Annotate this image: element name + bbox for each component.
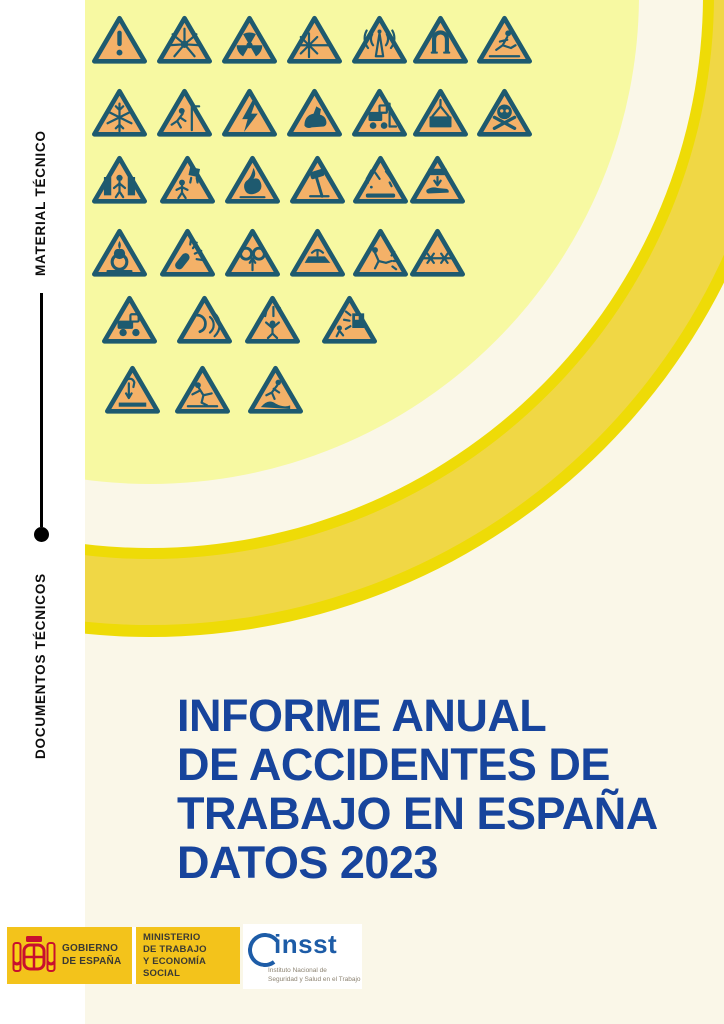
hazard-industrial-vehicle-icon	[102, 295, 157, 345]
hazard-crush-between-objects-icon	[92, 155, 147, 205]
gobierno-de-espana-logo: GOBIERNO DE ESPAÑA	[7, 927, 132, 984]
title-line-2: DE ACCIDENTES DE	[177, 739, 610, 790]
hazard-hot-work-sparks-icon	[353, 228, 408, 278]
hazard-magnetic-field-icon	[413, 15, 468, 65]
hazard-pressure-burst-icon	[160, 228, 215, 278]
sidebar-divider-line	[40, 293, 43, 527]
hazard-blasting-icon	[322, 295, 377, 345]
hazard-hand-entanglement-icon	[225, 228, 280, 278]
hazard-explosive-material-icon	[157, 15, 212, 65]
insst-acronym: insst	[274, 929, 338, 959]
hazard-barbed-wire-icon	[410, 228, 465, 278]
hazard-toxic-material-icon	[477, 88, 532, 138]
gobierno-label: GOBIERNO DE ESPAÑA	[62, 943, 122, 967]
hazard-non-ionizing-radiation-icon	[352, 15, 407, 65]
title-line-3: TRABAJO EN ESPAÑA	[177, 788, 658, 839]
hazard-falling-load-icon	[105, 365, 160, 415]
hazard-guard-dog-icon	[287, 88, 342, 138]
hazard-hand-crush-press-icon	[410, 155, 465, 205]
hazard-slippery-surface-icon	[175, 365, 230, 415]
hazard-cutting-hazard-icon	[290, 228, 345, 278]
hazard-low-temperature-icon	[92, 88, 147, 138]
hazard-corrosive-material-icon	[353, 155, 408, 205]
hazard-electrical-hazard-icon	[222, 88, 277, 138]
hazard-trip-hazard-icon	[477, 15, 532, 65]
hazard-drowning-hazard-icon	[248, 365, 303, 415]
logo-separator	[132, 927, 136, 984]
hazard-flammable-material-icon	[225, 155, 280, 205]
insst-logo: insst Instituto Nacional de Seguridad y …	[243, 924, 362, 989]
ministerio-logo: MINISTERIO DE TRABAJO Y ECONOMÍA SOCIAL	[136, 927, 240, 984]
hazard-forklift-truck-icon	[352, 88, 407, 138]
title-line-4: DATOS 2023	[177, 837, 438, 888]
spain-coat-of-arms-icon	[12, 935, 56, 972]
hazard-hand-tool-impact-icon	[290, 155, 345, 205]
hazard-suspended-load-icon	[413, 88, 468, 138]
insst-full-name: Instituto Nacional de Seguridad y Salud …	[268, 967, 361, 983]
hazard-radioactive-material-icon	[222, 15, 277, 65]
report-title: INFORME ANUAL DE ACCIDENTES DE TRABAJO E…	[177, 691, 658, 887]
sidebar: MATERIAL TÉCNICO DOCUMENTOS TÉCNICOS	[0, 0, 85, 1024]
hazard-noise-icon	[177, 295, 232, 345]
hazard-fall-from-height-icon	[157, 88, 212, 138]
hazard-general-warning-icon	[92, 15, 147, 65]
hazard-falling-object-icon	[160, 155, 215, 205]
title-line-1: INFORME ANUAL	[177, 690, 547, 741]
ministerio-label: MINISTERIO DE TRABAJO Y ECONOMÍA SOCIAL	[143, 931, 207, 979]
hazard-overhead-debris-icon	[245, 295, 300, 345]
hazard-oxidizing-material-icon	[92, 228, 147, 278]
hazard-laser-beam-icon	[287, 15, 342, 65]
sidebar-divider-dot	[34, 527, 49, 542]
